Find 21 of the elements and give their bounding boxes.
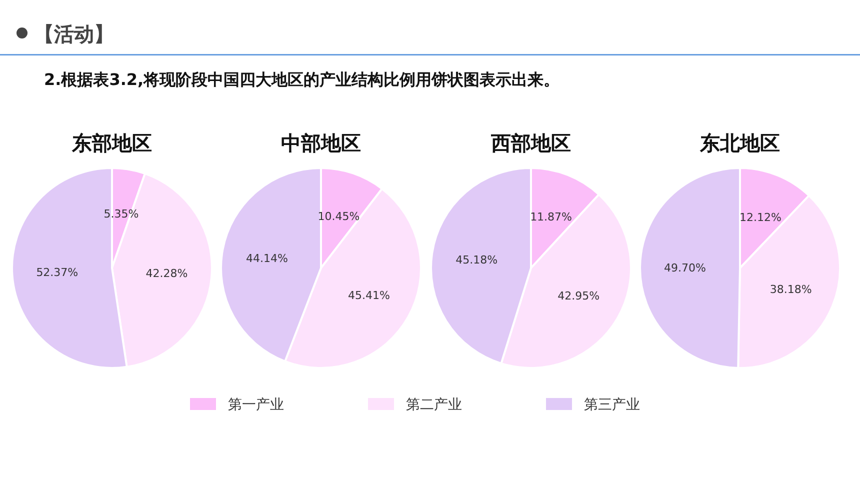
data-label: 52.37% <box>36 266 78 279</box>
text: 2.根据表3.2,将现阶段中国四大地区的产业结构比例用饼状图表示出来。 <box>44 70 560 89</box>
data-label: 11.87% <box>530 210 572 224</box>
data-label: 42.95% <box>558 289 600 302</box>
data-label: 49.70% <box>664 261 706 274</box>
legend-label: 第三产业 <box>584 397 640 413</box>
data-label: 10.45% <box>318 210 360 223</box>
data-label: 45.18% <box>456 254 498 267</box>
chart-title: 中部地区 <box>281 131 361 155</box>
data-label: 45.41% <box>348 288 390 302</box>
data-label: 5.35% <box>104 208 139 221</box>
data-label: 38.18% <box>770 282 812 296</box>
data-label: 44.14% <box>246 252 288 265</box>
legend-label: 第二产业 <box>406 397 462 413</box>
legend-label: 第一产业 <box>228 397 284 413</box>
chart-title: 东北地区 <box>699 131 780 155</box>
data-label: 12.12% <box>739 210 782 224</box>
data-label: 42.28% <box>146 266 188 280</box>
chart-title: 西部地区 <box>490 131 571 155</box>
chart-title: 东部地区 <box>71 131 152 155</box>
text: 【活动】 <box>34 22 114 46</box>
